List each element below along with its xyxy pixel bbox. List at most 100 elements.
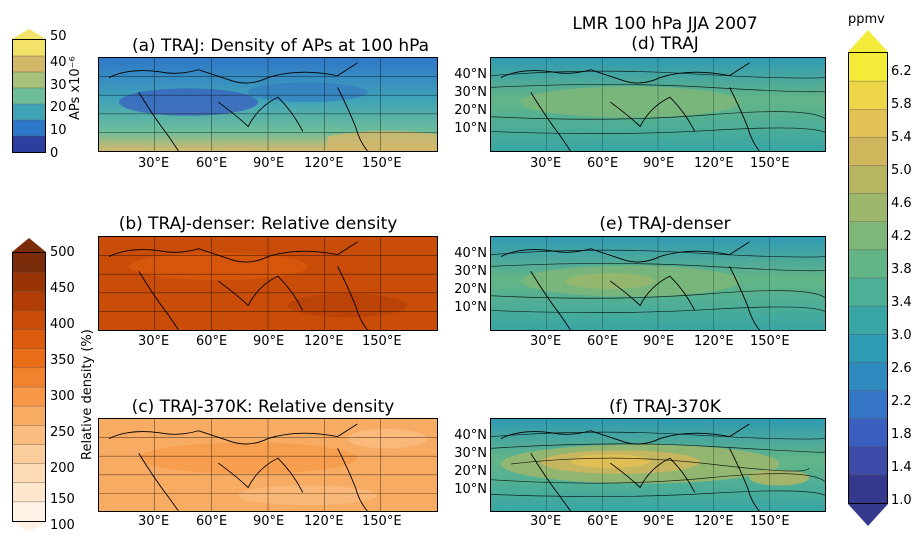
panel-e-lat-tick: 20°N <box>454 282 487 297</box>
aps-tick: 40 <box>50 55 67 70</box>
ppmv-tick: 6.2 <box>891 64 912 79</box>
panel-d-map <box>490 57 826 152</box>
relative-density-colorbar <box>12 252 46 522</box>
colorbar-segment <box>849 362 887 391</box>
colorbar-segment <box>13 329 45 350</box>
rel-tick: 300 <box>50 389 75 404</box>
rel-tick: 250 <box>50 425 75 440</box>
panel-a-map <box>98 57 438 152</box>
panel-f-lon-tick: 90°E <box>643 514 675 529</box>
panel-c-lon-tick: 90°E <box>253 514 285 529</box>
figure-super-title: LMR 100 hPa JJA 2007 <box>572 14 758 34</box>
relative-density-axis-label: Relative density (%) <box>80 329 95 460</box>
aps-axis-label: APs x10⁻⁶ <box>68 56 83 120</box>
panel-c-lon-tick: 30°E <box>138 514 170 529</box>
ppmv-tick: 3.4 <box>891 295 912 310</box>
colorbar-segment <box>849 249 887 279</box>
colorbar-segment <box>13 40 45 57</box>
rel-tick: 450 <box>50 281 75 296</box>
colorbar-segment <box>13 444 45 465</box>
colorbar-segment <box>13 120 45 137</box>
panel-e-lon-tick: 90°E <box>643 334 675 349</box>
colorbar-segment <box>13 291 45 311</box>
rel-tick: 500 <box>50 245 75 260</box>
colorbar-segment <box>13 72 45 89</box>
colorbar-segment <box>13 348 45 369</box>
panel-f-lon-tick: 30°E <box>530 514 562 529</box>
rel-tick: 350 <box>50 353 75 368</box>
panel-b-title: (b) TRAJ-denser: Relative density <box>118 214 398 234</box>
colorbar-segment <box>13 272 45 292</box>
panel-f-lat-tick: 20°N <box>454 464 487 479</box>
colorbar-segment <box>849 137 887 166</box>
panel-f-lon-tick: 60°E <box>587 514 619 529</box>
rel-tick: 200 <box>50 461 75 476</box>
panel-f-lat-tick: 40°N <box>454 428 487 443</box>
colorbar-segment <box>849 418 887 448</box>
panel-b-lon-tick: 60°E <box>196 334 228 349</box>
colorbar-segment <box>849 446 887 476</box>
panel-e-lon-tick: 30°E <box>530 334 562 349</box>
colorbar-segment <box>13 463 45 484</box>
ppmv-tick: 5.0 <box>891 163 912 178</box>
panel-e-lat-tick: 10°N <box>454 300 487 315</box>
rel-colorbar-top-triangle <box>12 238 46 252</box>
ppmv-tick: 3.0 <box>891 328 912 343</box>
panel-c-lon-tick: 120°E <box>304 514 344 529</box>
panel-a-title: (a) TRAJ: Density of APs at 100 hPa <box>131 36 430 56</box>
panel-b-map <box>98 236 438 331</box>
colorbar-segment <box>849 221 887 251</box>
colorbar-segment <box>13 104 45 121</box>
colorbar-segment <box>13 88 45 105</box>
panel-d-lat-tick: 20°N <box>454 103 487 118</box>
aps-tick: 0 <box>50 146 59 161</box>
panel-e-map <box>490 236 826 331</box>
colorbar-segment <box>13 425 45 445</box>
colorbar-segment <box>13 501 45 521</box>
panel-a-lon-tick: 150°E <box>362 156 402 171</box>
colorbar-segment <box>849 334 887 363</box>
panel-e-lon-tick: 120°E <box>694 334 734 349</box>
panel-d-lat-tick: 40°N <box>454 67 487 82</box>
panel-e-lon-tick: 60°E <box>587 334 619 349</box>
colorbar-segment <box>849 306 887 335</box>
panel-e-lat-tick: 40°N <box>454 246 487 261</box>
ppmv-tick: 4.6 <box>891 196 912 211</box>
panel-f-lat-tick: 10°N <box>454 482 487 497</box>
panel-e-lon-tick: 150°E <box>750 334 790 349</box>
panel-a-lon-tick: 60°E <box>196 156 228 171</box>
colorbar-segment <box>849 165 887 195</box>
colorbar-segment <box>13 387 45 407</box>
colorbar-segment <box>849 109 887 138</box>
panel-d-lon-tick: 60°E <box>587 156 619 171</box>
panel-c-lon-tick: 150°E <box>362 514 402 529</box>
panel-d-lon-tick: 150°E <box>750 156 790 171</box>
rel-colorbar-bottom-triangle <box>12 522 46 532</box>
panel-f-lat-tick: 30°N <box>454 446 487 461</box>
ppmv-tick: 1.8 <box>891 427 912 442</box>
panel-d-lat-tick: 10°N <box>454 121 487 136</box>
panel-c-title: (c) TRAJ-370K: Relative density <box>131 397 395 417</box>
panel-a-lon-tick: 30°E <box>138 156 170 171</box>
aps-colorbar-top-triangle <box>12 29 46 39</box>
colorbar-segment <box>13 136 45 152</box>
ppmv-unit-label: ppmv <box>848 12 885 27</box>
ppmv-tick: 1.0 <box>891 493 912 508</box>
rel-tick: 150 <box>50 492 75 507</box>
panel-b-lon-tick: 30°E <box>138 334 170 349</box>
colorbar-segment <box>849 474 887 503</box>
aps-colorbar <box>12 39 46 153</box>
panel-d-lon-tick: 120°E <box>694 156 734 171</box>
panel-f-lon-tick: 150°E <box>750 514 790 529</box>
panel-b-lon-tick: 90°E <box>253 334 285 349</box>
colorbar-segment <box>849 53 887 82</box>
colorbar-segment <box>13 56 45 73</box>
panel-b-lon-tick: 150°E <box>362 334 402 349</box>
panel-d-lat-tick: 30°N <box>454 85 487 100</box>
panel-f-map <box>490 418 826 512</box>
ppmv-tick: 3.8 <box>891 262 912 277</box>
aps-tick: 30 <box>50 78 67 93</box>
colorbar-segment <box>849 81 887 110</box>
colorbar-segment <box>13 482 45 503</box>
colorbar-segment <box>849 278 887 307</box>
